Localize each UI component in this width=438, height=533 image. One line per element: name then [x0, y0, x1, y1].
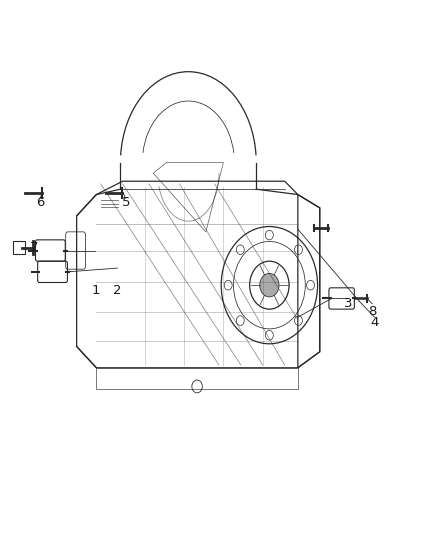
Text: 7: 7	[30, 241, 39, 254]
Circle shape	[260, 273, 279, 297]
Text: 2: 2	[113, 284, 122, 297]
Text: 3: 3	[344, 297, 353, 310]
Text: 1: 1	[91, 284, 100, 297]
Text: 4: 4	[370, 316, 379, 329]
Text: 6: 6	[36, 196, 45, 209]
Text: 5: 5	[121, 196, 130, 209]
Text: 8: 8	[368, 305, 377, 318]
